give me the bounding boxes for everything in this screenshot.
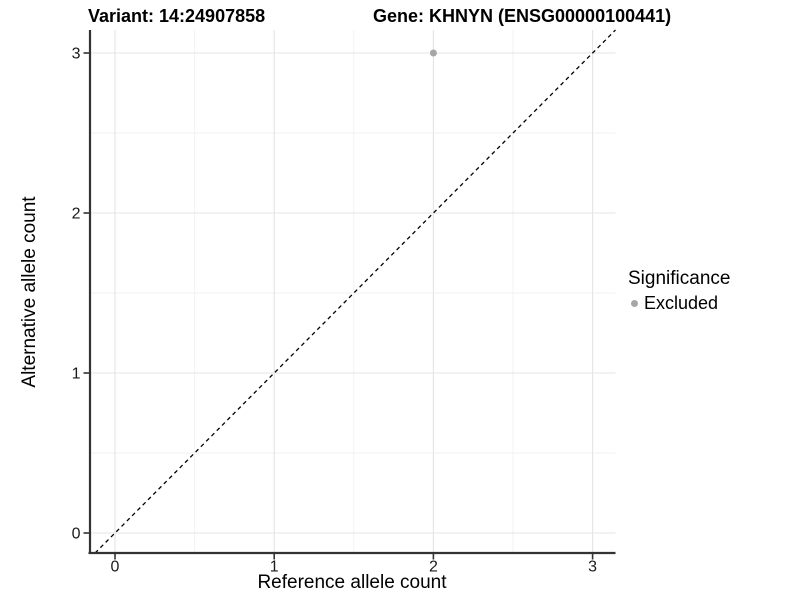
x-tick-label: 1 xyxy=(270,559,279,576)
y-tick-label: 2 xyxy=(72,206,81,223)
identity-dashed-line xyxy=(94,29,616,554)
legend-item-excluded: Excluded xyxy=(628,293,730,314)
variant-title: Variant: 14:24907858 xyxy=(88,6,266,26)
legend: Significance Excluded xyxy=(628,268,730,314)
x-tick-label: 2 xyxy=(429,559,438,576)
excluded-point-icon xyxy=(631,300,638,307)
y-tick-label: 0 xyxy=(72,526,81,543)
y-tick-label: 3 xyxy=(72,46,81,63)
y-axis-title: Alternative allele count xyxy=(19,196,40,388)
legend-item-label: Excluded xyxy=(644,293,719,313)
gene-title: Gene: KHNYN (ENSG00000100441) xyxy=(373,6,672,26)
y-tick-label: 1 xyxy=(72,366,81,383)
x-tick-label: 3 xyxy=(588,559,597,576)
legend-title: Significance xyxy=(628,268,731,289)
x-tick-label: 0 xyxy=(111,559,120,576)
x-axis-title: Reference allele count xyxy=(257,572,447,593)
data-point-excluded xyxy=(429,49,437,57)
